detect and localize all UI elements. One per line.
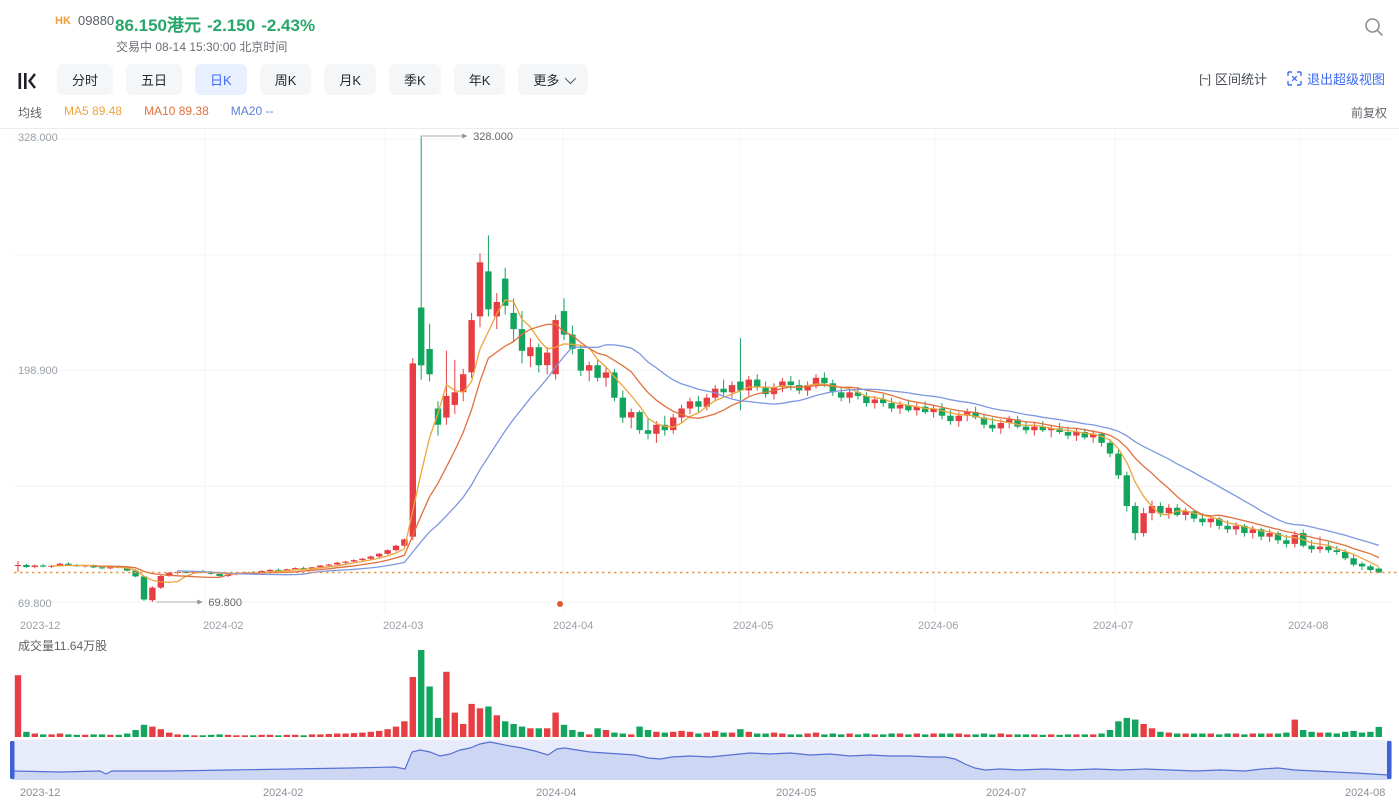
svg-text:2024-04: 2024-04 [536,787,576,799]
exit-superview-icon [1287,71,1302,86]
svg-text:2024-03: 2024-03 [383,620,423,632]
candlestick-chart[interactable]: 328.000 69.800 328.000 198.900 69.800 2023-12… [0,128,1399,803]
svg-text:2024-08: 2024-08 [1345,787,1385,799]
ma10-value: MA10 89.38 [144,104,209,118]
svg-text:328.000: 328.000 [18,132,58,144]
svg-text:2024-05: 2024-05 [776,787,816,799]
svg-text:69.800: 69.800 [18,598,52,610]
stock-code: 09880 [78,13,115,28]
tab-daily-k[interactable]: 日K [195,64,247,95]
navigator-right-handle[interactable] [1387,741,1392,779]
svg-text:2024-04: 2024-04 [553,620,593,632]
search-icon[interactable] [1363,16,1385,38]
svg-text:2024-02: 2024-02 [263,787,303,799]
price-change-pct: -2.43% [261,16,316,35]
svg-text:2024-07: 2024-07 [986,787,1026,799]
svg-text:69.800: 69.800 [208,597,242,609]
svg-text:2023-12: 2023-12 [20,787,60,799]
svg-text:2023-12: 2023-12 [20,620,60,632]
svg-text:198.900: 198.900 [18,365,58,377]
svg-text:2024-05: 2024-05 [733,620,773,632]
tab-quarterly-k[interactable]: 季K [389,64,441,95]
range-stats-button[interactable]: [~] 区间统计 [1199,69,1267,88]
svg-text:2024-02: 2024-02 [203,620,243,632]
adjust-mode-label[interactable]: 前复权 [1350,106,1387,120]
svg-text:2024-06: 2024-06 [918,620,958,632]
volume-label: 成交量11.64万股 [18,639,108,653]
tab-yearly-k[interactable]: 年K [453,64,506,95]
trading-status: 交易中 08-14 15:30:00 北京时间 [116,40,288,54]
price-change: -2.150 [207,16,256,35]
kline-panel-icon[interactable] [16,70,38,92]
svg-text:2024-07: 2024-07 [1093,620,1133,632]
tab-minute[interactable]: 分时 [57,64,114,95]
tab-weekly-k[interactable]: 周K [259,64,312,95]
period-tabs: 分时 五日 日K 周K 月K 季K 年K 更多 [57,64,589,95]
svg-text:328.000: 328.000 [473,131,513,143]
tab-more[interactable]: 更多 [518,64,589,95]
navigator-left-handle[interactable] [10,741,15,779]
ma5-value: MA5 89.48 [64,104,123,118]
chart-toolbar: 分时 五日 日K 周K 月K 季K 年K 更多 [~] 区间统计 退出超级视图 [0,64,1399,100]
exit-superview-button[interactable]: 退出超级视图 [1287,69,1385,88]
ma-legend: 均线 MA5 89.48 MA10 89.38 MA20 -- [18,104,273,121]
toolbar-right: [~] 区间统计 退出超级视图 [1199,69,1385,88]
svg-text:2024-08: 2024-08 [1288,620,1328,632]
range-stats-icon: [~] [1199,71,1211,86]
tab-monthly-k[interactable]: 月K [324,64,377,95]
price-line: 86.150港元 -2.150 -2.43% [115,11,321,36]
ma20-value: MA20 -- [230,104,274,118]
market-badge: HK [55,15,71,27]
chevron-down-icon [565,72,577,84]
current-price: 86.150港元 [115,16,201,35]
range-stats-label: 区间统计 [1214,72,1267,87]
stock-header: HK 09880 86.150港元 -2.150 -2.43% 交易中 08-14 … [0,0,1399,62]
ma-legend-title: 均线 [18,106,43,120]
tab-5day[interactable]: 五日 [126,64,183,95]
exit-superview-label: 退出超级视图 [1306,72,1385,87]
